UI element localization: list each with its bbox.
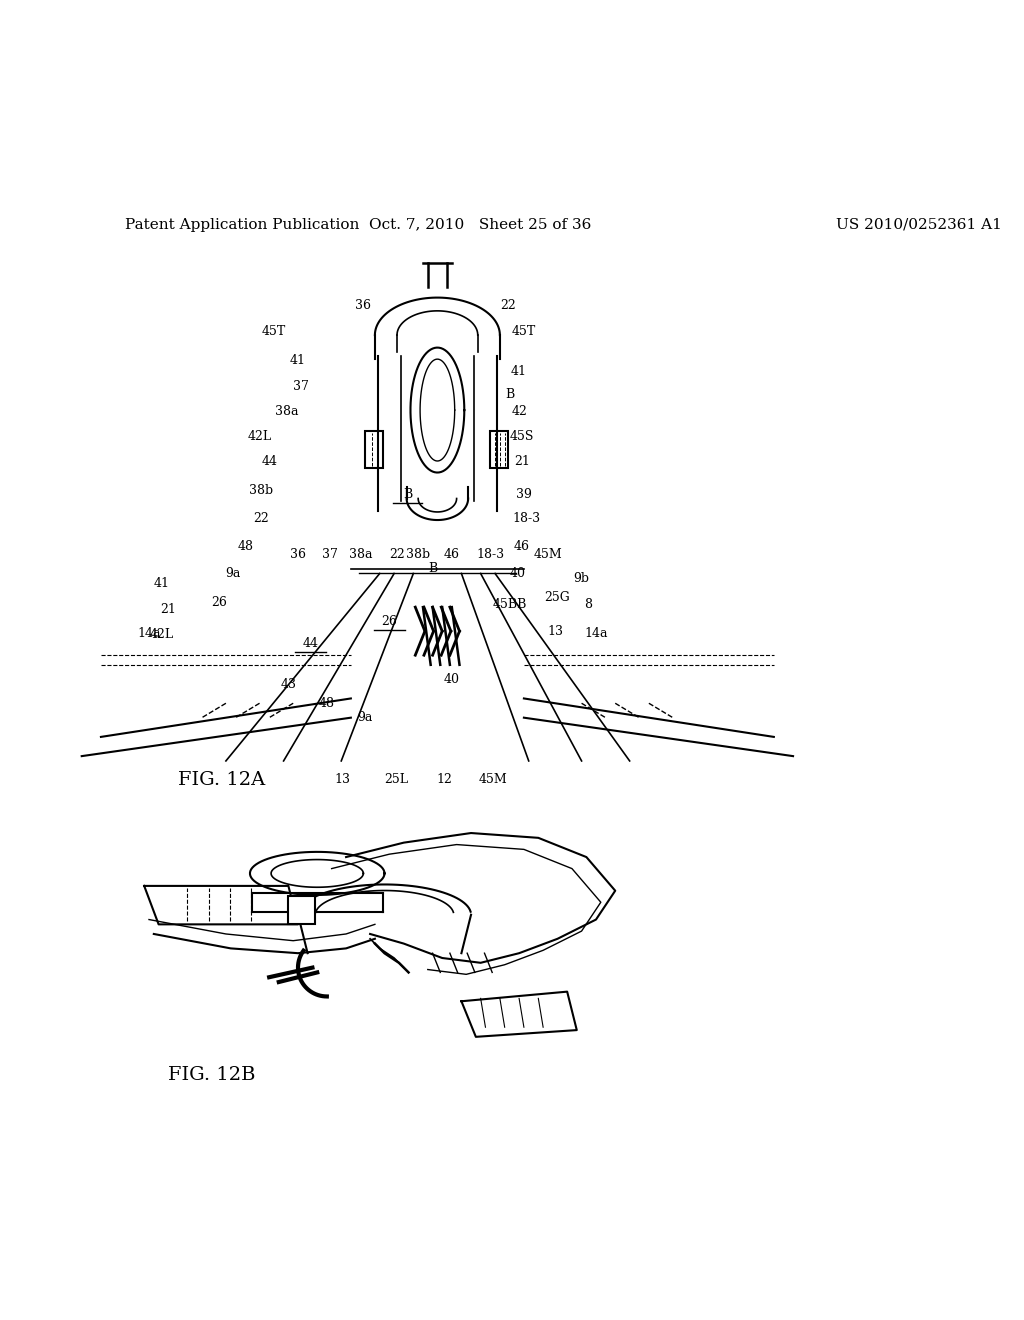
Text: 22: 22 — [254, 512, 269, 525]
Text: 9a: 9a — [225, 568, 241, 579]
Text: 42L: 42L — [150, 627, 173, 640]
Text: Oct. 7, 2010   Sheet 25 of 36: Oct. 7, 2010 Sheet 25 of 36 — [370, 218, 592, 231]
Text: 25G: 25G — [545, 591, 570, 605]
Text: 38a: 38a — [349, 548, 373, 561]
Text: 46: 46 — [443, 548, 460, 561]
Text: 41: 41 — [154, 577, 170, 590]
Text: 45M: 45M — [479, 772, 508, 785]
Text: FIG. 12B: FIG. 12B — [168, 1067, 256, 1084]
Text: 38b: 38b — [407, 548, 430, 561]
Text: 45T: 45T — [512, 325, 536, 338]
Text: 9b: 9b — [573, 572, 590, 585]
Text: 12: 12 — [436, 772, 452, 785]
Text: 26: 26 — [381, 615, 397, 628]
Text: 22: 22 — [389, 548, 404, 561]
Text: 36: 36 — [355, 298, 372, 312]
Bar — [366, 432, 383, 467]
Text: US 2010/0252361 A1: US 2010/0252361 A1 — [837, 218, 1002, 231]
Text: 42: 42 — [511, 405, 527, 418]
Text: 41: 41 — [511, 366, 527, 378]
Text: 45T: 45T — [262, 325, 286, 338]
Text: B: B — [428, 562, 437, 576]
Text: 14a: 14a — [137, 627, 161, 640]
Text: 37: 37 — [322, 548, 338, 561]
Text: 14a: 14a — [585, 627, 608, 640]
Text: 44: 44 — [302, 638, 318, 651]
Text: 13: 13 — [548, 624, 563, 638]
Text: 40: 40 — [443, 673, 460, 685]
Text: 46: 46 — [514, 540, 530, 553]
Text: FIG. 12A: FIG. 12A — [178, 771, 265, 789]
Text: 13: 13 — [334, 772, 350, 785]
Bar — [490, 432, 508, 467]
Text: 43: 43 — [281, 677, 296, 690]
Text: Patent Application Publication: Patent Application Publication — [125, 218, 359, 231]
Text: 41: 41 — [290, 354, 306, 367]
Text: B: B — [403, 488, 413, 502]
Text: B: B — [505, 388, 514, 401]
Polygon shape — [144, 886, 298, 924]
Text: 40: 40 — [509, 568, 525, 579]
Text: 9a: 9a — [357, 711, 373, 725]
Text: 36: 36 — [290, 548, 306, 561]
Text: 44: 44 — [261, 455, 278, 469]
Text: 38b: 38b — [250, 484, 273, 498]
Text: 44: 44 — [295, 906, 309, 915]
Text: 8: 8 — [585, 598, 592, 611]
Text: 39: 39 — [516, 488, 531, 502]
Text: 25L: 25L — [384, 772, 408, 785]
Text: 48: 48 — [318, 697, 335, 710]
Text: 22: 22 — [500, 298, 515, 312]
Text: 21: 21 — [161, 602, 176, 615]
Text: 26: 26 — [211, 595, 227, 609]
Text: 18-3: 18-3 — [476, 548, 505, 561]
Text: 21: 21 — [514, 455, 529, 469]
Polygon shape — [462, 991, 577, 1036]
Text: 45M: 45M — [534, 548, 562, 561]
Text: 42L: 42L — [248, 429, 271, 442]
Text: 38a: 38a — [274, 405, 298, 418]
Bar — [289, 895, 315, 924]
Text: 37: 37 — [293, 380, 309, 393]
Text: 18-3: 18-3 — [513, 512, 541, 525]
Text: 45S: 45S — [510, 429, 535, 442]
Text: 45BB: 45BB — [493, 598, 526, 611]
Text: 48: 48 — [239, 540, 254, 553]
